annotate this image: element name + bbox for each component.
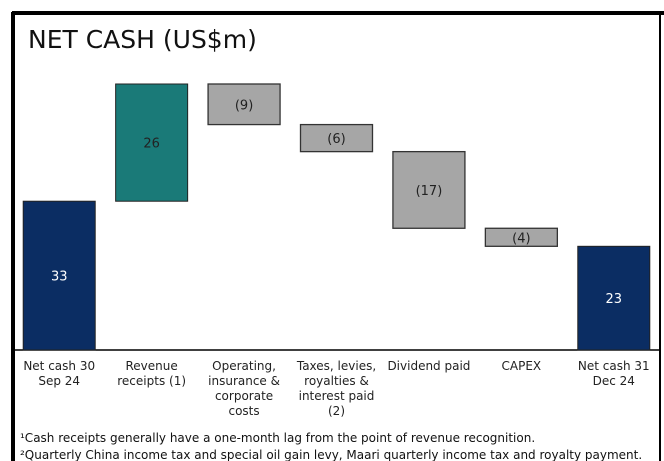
x-tick-label: CAPEX — [501, 359, 542, 373]
x-tick-label: Net cash 30 Sep 24 — [23, 359, 96, 388]
value-label: (17) — [416, 184, 443, 199]
x-tick-label: Operating, insurance & corporate costs — [208, 359, 280, 418]
x-tick-label: Dividend paid — [387, 359, 471, 373]
bar — [115, 83, 189, 202]
bar — [484, 227, 559, 247]
value-label: 33 — [51, 270, 68, 285]
value-label: (6) — [327, 132, 345, 147]
bar — [577, 245, 651, 351]
value-label: 23 — [606, 292, 623, 307]
value-label: (4) — [512, 231, 530, 246]
bar — [22, 200, 96, 351]
x-tick-label: Revenue receipts (1) — [117, 359, 187, 388]
value-label: (9) — [235, 98, 253, 113]
bar — [207, 83, 281, 126]
value-label: 26 — [143, 137, 160, 152]
bar — [392, 150, 466, 229]
chart-title: NET CASH (US$m) — [28, 25, 257, 54]
x-tick-label: Net cash 31 Dec 24 — [577, 359, 650, 388]
footnote: ²Quarterly China income tax and special … — [20, 448, 643, 461]
footnote: ¹Cash receipts generally have a one-mont… — [20, 431, 536, 445]
bar — [299, 123, 374, 153]
x-tick-label: Taxes, levies, royalties & interest paid… — [296, 359, 377, 418]
